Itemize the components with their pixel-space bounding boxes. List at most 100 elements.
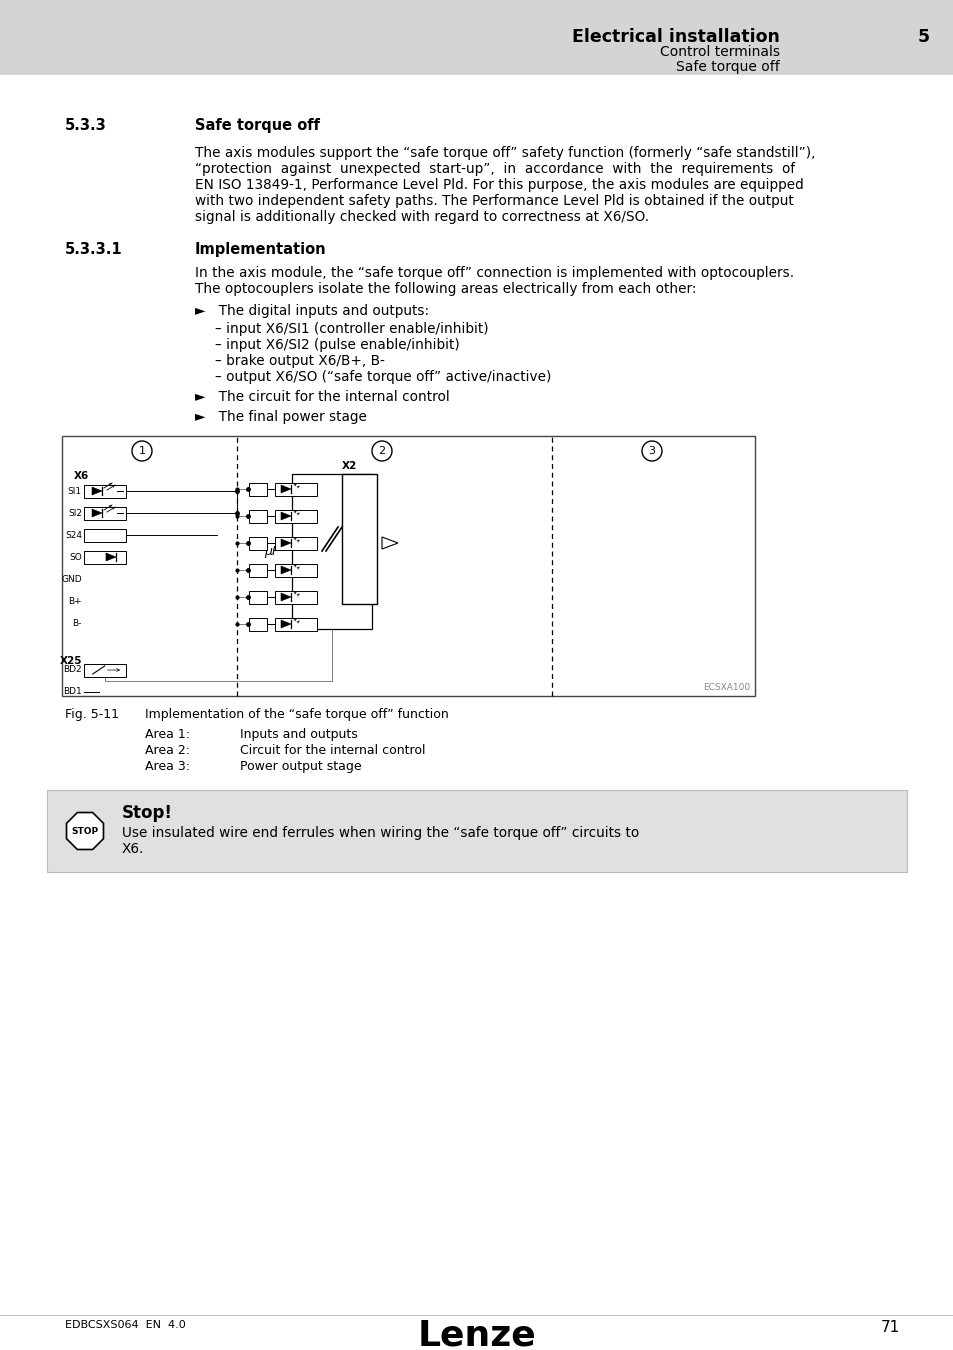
Bar [84,506,126,520]
Text: Lenze: Lenze [417,1319,536,1350]
Text: The axis modules support the “safe torque off” safety function (formerly “safe s: The axis modules support the “safe torqu… [194,146,815,161]
Text: &: & [253,593,261,602]
Text: Stop!: Stop! [122,805,172,822]
Text: – input X6/SI1 (controller enable/inhibit): – input X6/SI1 (controller enable/inhibi… [214,323,488,336]
Text: U: U [355,487,363,497]
Bar [84,485,126,498]
Text: B-: B- [72,618,82,628]
Circle shape [641,441,661,460]
Text: U: U [320,485,327,494]
Text: &: & [253,512,261,521]
Bar [274,482,316,495]
Text: S24: S24 [65,531,82,540]
Text: X6: X6 [74,471,90,481]
Text: BD1: BD1 [63,687,82,697]
Text: STOP: STOP [71,826,98,836]
Bar [249,563,267,576]
Text: Safe torque off: Safe torque off [194,117,319,134]
Text: V: V [320,512,327,521]
Text: Inputs and outputs: Inputs and outputs [240,728,357,741]
Text: – output X6/SO (“safe torque off” active/inactive): – output X6/SO (“safe torque off” active… [214,370,551,383]
Text: EN ISO 13849-1, Performance Level Pld. For this purpose, the axis modules are eq: EN ISO 13849-1, Performance Level Pld. F… [194,178,803,192]
Polygon shape [106,554,116,562]
Polygon shape [281,539,291,547]
Text: 5.3.3.1: 5.3.3.1 [65,242,123,256]
Text: &: & [253,485,261,494]
Text: Area 3:: Area 3: [145,760,190,774]
Text: 5: 5 [917,28,929,46]
Text: GND: GND [61,575,82,583]
Text: The optocouplers isolate the following areas electrically from each other:: The optocouplers isolate the following a… [194,282,696,296]
Text: BD2: BD2 [63,666,82,675]
Text: Implementation: Implementation [194,242,326,256]
Bar [249,617,267,630]
Bar [274,509,316,522]
Text: X25: X25 [59,656,82,666]
Text: W: W [319,539,329,548]
Text: Safe torque off: Safe torque off [676,59,780,74]
Text: Y: Y [321,593,327,602]
Text: with two independent safety paths. The Performance Level Pld is obtained if the : with two independent safety paths. The P… [194,194,793,208]
Text: Fig. 5-11: Fig. 5-11 [65,707,119,721]
Text: ►   The digital inputs and outputs:: ► The digital inputs and outputs: [194,304,429,319]
Text: SO: SO [70,552,82,562]
Bar [84,528,126,541]
Text: ECSXA100: ECSXA100 [702,683,749,693]
Text: Area 1:: Area 1: [145,728,190,741]
Text: SI1: SI1 [68,486,82,495]
Text: V: V [355,541,362,552]
Text: 1: 1 [138,446,146,456]
Bar [249,509,267,522]
Polygon shape [67,813,103,849]
Bar [84,551,126,563]
Text: – brake output X6/B+, B-: – brake output X6/B+, B- [214,354,384,369]
Bar [84,663,126,676]
Bar [249,482,267,495]
Text: X6.: X6. [122,842,144,856]
Circle shape [132,441,152,460]
Polygon shape [281,620,291,628]
Text: ►   The final power stage: ► The final power stage [194,410,367,424]
Text: &: & [253,566,261,575]
Text: Control terminals: Control terminals [659,45,780,59]
Bar [274,563,316,576]
Polygon shape [281,512,291,520]
Bar [274,617,316,630]
Polygon shape [381,537,397,549]
Bar [292,474,372,629]
Bar [274,590,316,603]
Text: Electrical installation: Electrical installation [572,28,780,46]
Polygon shape [281,485,291,493]
Text: Circuit for the internal control: Circuit for the internal control [240,744,425,757]
Bar [62,436,754,697]
Text: signal is additionally checked with regard to correctness at X6/SO.: signal is additionally checked with rega… [194,211,648,224]
Text: μP: μP [264,545,280,558]
Bar [47,790,906,872]
Polygon shape [91,487,102,495]
Text: Z: Z [320,620,327,629]
Bar [249,536,267,549]
Text: In the axis module, the “safe torque off” connection is implemented with optocou: In the axis module, the “safe torque off… [194,266,793,279]
Polygon shape [91,509,102,517]
Text: – input X6/SI2 (pulse enable/inhibit): – input X6/SI2 (pulse enable/inhibit) [214,338,459,352]
Text: Power output stage: Power output stage [240,760,361,774]
Text: 3: 3 [648,446,655,456]
Text: Implementation of the “safe torque off” function: Implementation of the “safe torque off” … [145,707,448,721]
Text: &: & [253,620,261,629]
Bar [249,590,267,603]
Text: 71: 71 [880,1320,899,1335]
Text: Use insulated wire end ferrules when wiring the “safe torque off” circuits to: Use insulated wire end ferrules when wir… [122,826,639,840]
Text: >1: >1 [99,531,111,540]
Text: X: X [320,566,327,575]
Text: EDBCSXS064  EN  4.0: EDBCSXS064 EN 4.0 [65,1320,186,1330]
Text: ►   The circuit for the internal control: ► The circuit for the internal control [194,390,449,404]
Bar [274,536,316,549]
Text: 5.3.3: 5.3.3 [65,117,107,134]
Text: W: W [355,597,364,608]
Text: Area 2:: Area 2: [145,744,190,757]
Text: &: & [253,539,261,548]
Circle shape [372,441,392,460]
Bar [341,474,376,603]
Bar [0,0,953,76]
Polygon shape [281,566,291,574]
